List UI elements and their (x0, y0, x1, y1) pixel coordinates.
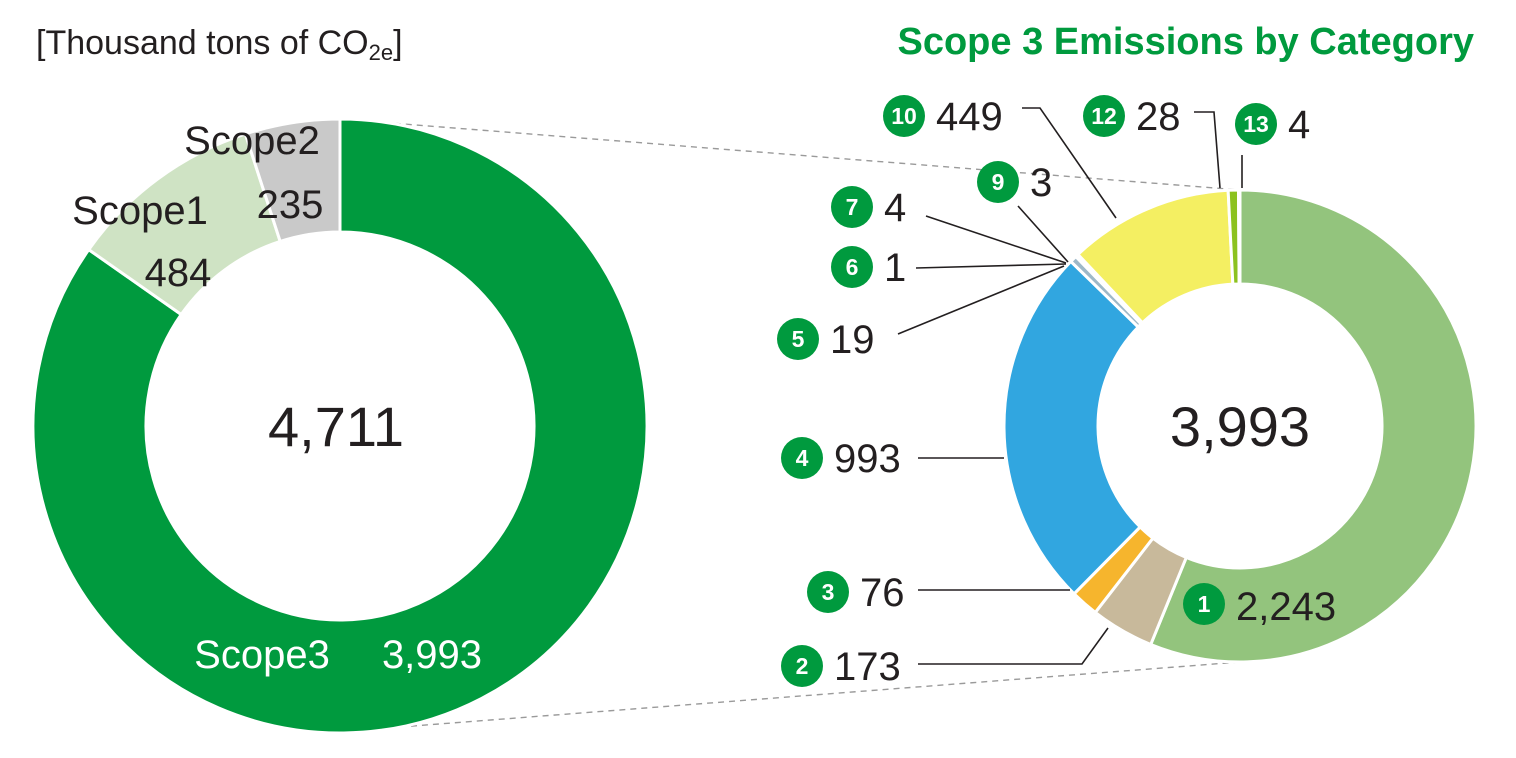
leader-line-cat9 (1017, 205, 1069, 263)
category-badge (977, 161, 1019, 203)
leader-line-cat7 (925, 215, 1067, 264)
category-label-4: 4 993 (781, 437, 901, 481)
category-badge (777, 318, 819, 360)
category-badge (781, 645, 823, 687)
category-badge-number: 4 (796, 445, 809, 471)
category-badge (1235, 103, 1277, 145)
leader-line-cat6 (915, 263, 1067, 269)
slice-scope3 (31, 117, 649, 735)
category-badge-number: 10 (891, 103, 917, 129)
category-value: 449 (936, 95, 1003, 139)
leader-line-cat2 (918, 627, 1109, 665)
category-badge (1083, 95, 1125, 137)
category-badge-number: 13 (1243, 111, 1269, 137)
unit-close: ] (393, 24, 402, 62)
category-label-13: 13 4 (1235, 103, 1310, 147)
category-value: 3 (1030, 161, 1052, 205)
category-label-6: 6 1 (831, 246, 906, 290)
category-label-12: 12 28 (1083, 95, 1181, 139)
category-value: 4 (884, 186, 906, 230)
category-value: 19 (830, 318, 875, 362)
category-badge-number: 6 (846, 254, 859, 280)
category-label-7: 7 4 (831, 186, 906, 230)
category-value: 1 (884, 246, 906, 290)
category-badge-number: 1 (1198, 591, 1211, 617)
zoom-line-bottom (399, 661, 1241, 728)
total-label-scopes: 4,711 (268, 395, 404, 458)
scope-donut (31, 117, 649, 735)
category-label-3: 3 76 (807, 571, 905, 615)
leader-line-cat10 (1022, 107, 1117, 219)
category-value: 2,243 (1236, 585, 1336, 629)
slice-value-scope2: 235 (257, 183, 324, 227)
category-badge-number: 9 (992, 169, 1005, 195)
category-label-2: 2 173 (781, 645, 901, 689)
slice-value-scope1: 484 (145, 251, 212, 295)
category-badge (831, 186, 873, 228)
slice-name-scope1: Scope1 (72, 189, 208, 233)
slice-name-scope3: Scope3 (194, 633, 330, 677)
category-value: 4 (1288, 103, 1310, 147)
category-badge-number: 7 (846, 194, 859, 220)
leader-line-cat12 (1194, 111, 1221, 189)
category-badge-number: 2 (796, 653, 809, 679)
leader-line-cat5 (897, 265, 1065, 335)
category-badge-number: 3 (822, 579, 835, 605)
unit-subscript: 2e (369, 40, 393, 65)
category-badge (807, 571, 849, 613)
category-badge-number: 5 (792, 326, 805, 352)
slice-value-scope3: 3,993 (382, 633, 482, 677)
slice-name-scope2: Scope2 (184, 119, 320, 163)
category-value: 28 (1136, 95, 1181, 139)
category-badge (883, 95, 925, 137)
category-label-1: 1 2,243 (1183, 583, 1336, 629)
category-label-5: 5 19 (777, 318, 875, 362)
category-badge-number: 12 (1091, 103, 1117, 129)
slice-category-1 (1148, 188, 1478, 664)
slice-category-13 (1237, 188, 1242, 286)
category-value: 173 (834, 645, 901, 689)
total-label-scope3: 3,993 (1170, 395, 1310, 458)
category-badge (831, 246, 873, 288)
scope3-category-donut (1002, 188, 1478, 664)
zoom-connector-lines (339, 118, 1241, 728)
unit-label: [Thousand tons of CO2e] (36, 24, 403, 65)
slice-category-4 (1002, 259, 1143, 596)
category-label-10: 10 449 (883, 95, 1003, 139)
category-badge (781, 437, 823, 479)
category-value: 76 (860, 571, 905, 615)
chart-title: Scope 3 Emissions by Category (897, 21, 1474, 63)
slice-scope2 (243, 117, 342, 244)
zoom-line-top (339, 118, 1241, 191)
category-value: 993 (834, 437, 901, 481)
category-badge (1183, 583, 1225, 625)
category-label-9: 9 3 (977, 161, 1052, 205)
